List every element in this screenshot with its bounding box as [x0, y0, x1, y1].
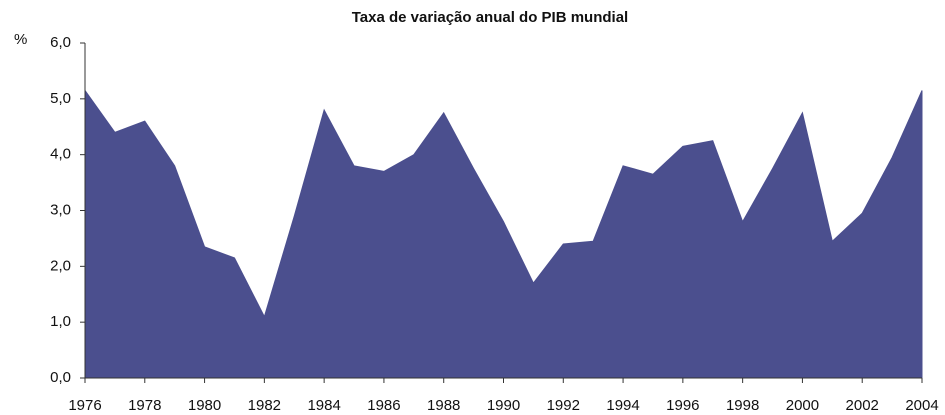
x-tick-label: 1988	[427, 397, 460, 414]
y-tick-label: 3,0	[50, 201, 71, 218]
x-tick-label: 1996	[666, 397, 699, 414]
x-tick-label: 1982	[248, 397, 281, 414]
x-tick-label: 1980	[188, 397, 221, 414]
y-tick-label: 6,0	[50, 34, 71, 51]
x-tick-label: 1978	[128, 397, 161, 414]
y-tick-label: 4,0	[50, 146, 71, 163]
x-tick-label: 1994	[606, 397, 639, 414]
x-tick-label: 1984	[307, 397, 340, 414]
y-axis-label: %	[14, 31, 27, 48]
chart-title: Taxa de variação anual do PIB mundial	[352, 9, 628, 26]
y-tick-label: 0,0	[50, 369, 71, 386]
x-tick-label: 2004	[905, 397, 938, 414]
y-tick-label: 2,0	[50, 257, 71, 274]
area	[84, 88, 923, 379]
x-tick-label: 2000	[786, 397, 819, 414]
x-tick-label: 1990	[487, 397, 520, 414]
x-tick-label: 1976	[68, 397, 101, 414]
x-tick-label: 2002	[846, 397, 879, 414]
y-tick-label: 1,0	[50, 313, 71, 330]
x-tick-label: 1986	[367, 397, 400, 414]
y-tick-label: 5,0	[50, 90, 71, 107]
x-tick-label: 1992	[547, 397, 580, 414]
x-tick-label: 1998	[726, 397, 759, 414]
